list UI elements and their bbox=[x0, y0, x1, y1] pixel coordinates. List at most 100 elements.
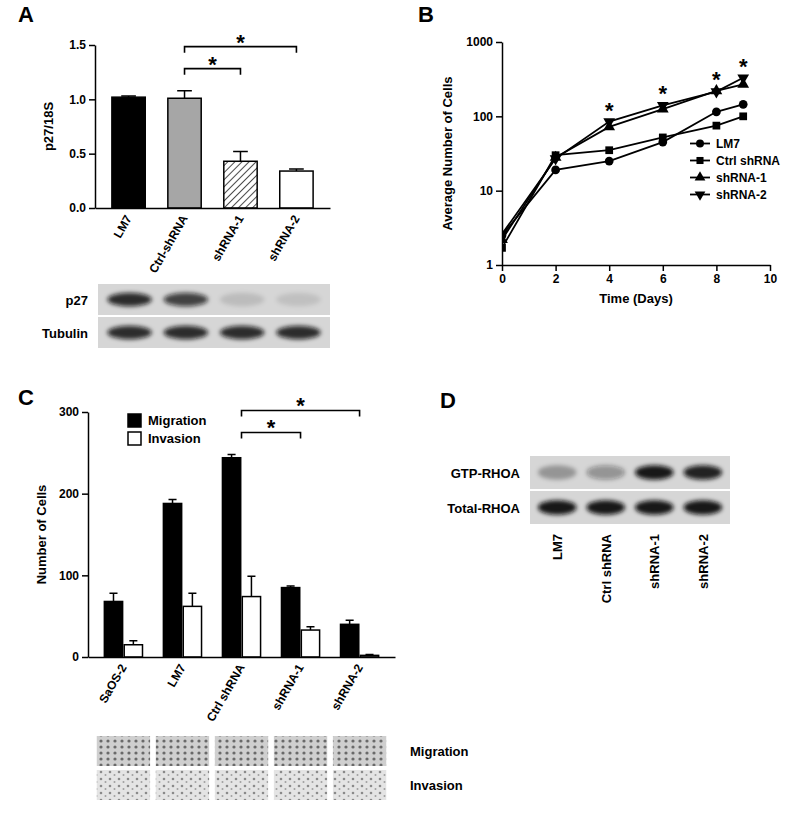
tick-mark bbox=[555, 265, 557, 271]
lane-label: Ctrl shRNA bbox=[599, 533, 614, 603]
tick-label: 0.5 bbox=[69, 147, 86, 161]
line bbox=[502, 78, 743, 234]
bar bbox=[183, 606, 201, 657]
blot-band bbox=[164, 293, 209, 307]
tick-label: SaOS-2 bbox=[96, 661, 130, 705]
plot-area bbox=[104, 454, 378, 657]
tick: 0 bbox=[72, 650, 88, 664]
legend-label: shRNA-1 bbox=[716, 171, 767, 185]
tick: 1 bbox=[486, 258, 502, 272]
tick-label: 200 bbox=[59, 487, 79, 501]
tick-mark bbox=[496, 190, 502, 192]
panel-label: D bbox=[440, 388, 456, 413]
marker bbox=[712, 107, 721, 116]
tick-label: 1 bbox=[486, 258, 493, 272]
blot-strip bbox=[530, 456, 730, 489]
bar bbox=[112, 97, 145, 208]
axis-title: Average Number of Cells bbox=[440, 76, 455, 230]
annotation: * bbox=[739, 54, 748, 79]
blot-band bbox=[220, 293, 265, 307]
blot-band bbox=[276, 293, 321, 307]
error-bar bbox=[169, 499, 177, 503]
blot-band bbox=[587, 465, 625, 480]
tick-label: 1000 bbox=[466, 35, 493, 49]
annotation: * bbox=[712, 67, 721, 92]
annotation: * bbox=[236, 30, 245, 55]
tick-label: 8 bbox=[714, 272, 721, 286]
tick: 1000 bbox=[466, 35, 502, 49]
bar bbox=[163, 503, 181, 657]
bar bbox=[224, 161, 257, 208]
tick-label: 2 bbox=[553, 272, 560, 286]
tick: 0.5 bbox=[69, 147, 95, 161]
panel: 0.00.51.01.5LM7Ctrl-shRNAshRNA-1shRNA-2*… bbox=[69, 30, 330, 276]
tick-mark bbox=[663, 265, 665, 271]
annotation: * bbox=[267, 415, 276, 440]
blot-band bbox=[538, 465, 576, 480]
tick-mark bbox=[82, 657, 88, 659]
bar bbox=[341, 624, 359, 657]
legend: MigrationInvasion bbox=[128, 413, 207, 446]
legend-label: Invasion bbox=[148, 431, 201, 446]
tick: 8 bbox=[714, 265, 721, 286]
tick-mark bbox=[496, 116, 502, 118]
error-bar bbox=[365, 654, 373, 656]
tick-label: shRNA-1 bbox=[209, 212, 247, 263]
legend-marker bbox=[696, 140, 704, 148]
error-bar bbox=[188, 593, 196, 606]
micrograph bbox=[215, 770, 268, 800]
panel: 02468101101001000Time (Days)****LM7Ctrl … bbox=[466, 35, 780, 306]
figure: A0.00.51.01.5LM7Ctrl-shRNAshRNA-1shRNA-2… bbox=[0, 0, 800, 827]
axis-title: p27/18S bbox=[41, 102, 56, 151]
axis: 0.00.51.01.5 bbox=[69, 38, 95, 215]
micrograph bbox=[156, 770, 209, 800]
tick: 10 bbox=[764, 265, 778, 286]
lane-label: shRNA-2 bbox=[696, 534, 711, 589]
blot-band bbox=[107, 293, 152, 307]
tick: 100 bbox=[59, 569, 88, 583]
bar bbox=[124, 645, 142, 657]
micrograph bbox=[274, 770, 327, 800]
tick: 0.0 bbox=[69, 201, 95, 215]
tick: LM7 bbox=[111, 212, 135, 240]
marker bbox=[605, 146, 613, 154]
tick-label: 100 bbox=[473, 110, 493, 124]
tick: 100 bbox=[473, 110, 502, 124]
error-bar bbox=[233, 151, 248, 161]
axis-line bbox=[89, 657, 396, 659]
error-bar bbox=[287, 586, 295, 588]
axis-line bbox=[503, 265, 771, 267]
marker bbox=[713, 122, 721, 130]
micrograph bbox=[333, 736, 386, 766]
tick-label: 0 bbox=[72, 650, 79, 664]
panel: 0100200300SaOS-2LM7Ctrl shRNAshRNA-1shRN… bbox=[59, 393, 396, 724]
line bbox=[502, 84, 743, 239]
tick-mark bbox=[82, 575, 88, 577]
blot-band bbox=[635, 465, 673, 480]
error-bar bbox=[109, 593, 117, 601]
micrograph bbox=[215, 736, 268, 766]
legend-swatch bbox=[128, 432, 141, 445]
error-bar bbox=[228, 454, 236, 457]
blot-strip bbox=[98, 317, 330, 348]
tick-mark bbox=[770, 265, 772, 271]
lane-label: LM7 bbox=[550, 534, 565, 560]
blot-band bbox=[635, 500, 673, 515]
blot-band bbox=[164, 326, 209, 340]
panel-label: C bbox=[18, 385, 34, 410]
axis-title: Number of Cells bbox=[34, 485, 49, 585]
tick: 4 bbox=[606, 265, 613, 286]
row-label: Tubulin bbox=[42, 326, 88, 341]
axis-line bbox=[88, 413, 90, 658]
tick: 2 bbox=[553, 265, 560, 286]
legend-marker bbox=[695, 171, 706, 180]
micrograph bbox=[333, 770, 386, 800]
tick: Ctrl-shRNA bbox=[146, 212, 191, 275]
legend: LM7Ctrl shRNAshRNA-1shRNA-2 bbox=[690, 137, 780, 202]
lane-label: shRNA-1 bbox=[647, 534, 662, 589]
blot-band bbox=[684, 465, 722, 480]
blot: GTP-RHOATotal-RHOALM7Ctrl shRNAshRNA-1sh… bbox=[447, 456, 730, 603]
tick-mark bbox=[89, 45, 95, 47]
blot-strip bbox=[98, 284, 330, 315]
legend-marker bbox=[696, 157, 703, 164]
